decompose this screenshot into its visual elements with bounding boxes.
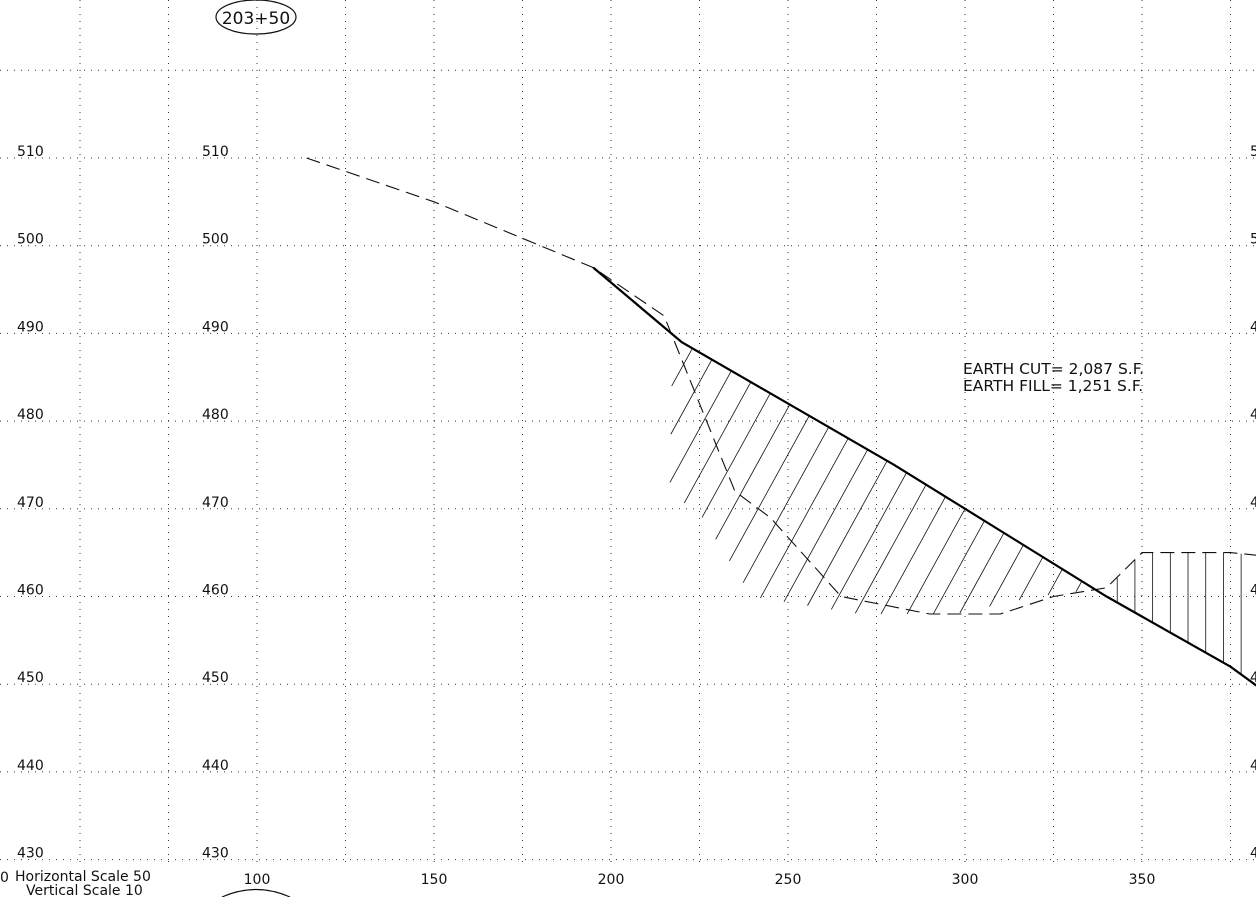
elevation-label-center: 430 [202,846,229,862]
cut-hatch-line [1075,580,1083,593]
cut-hatch-line [671,348,693,387]
offset-label: 100 [244,872,271,888]
elevation-label-center: 460 [202,583,229,599]
vertical-scale-label: Vertical Scale 10 [26,883,143,897]
elevation-label-right: 4 [1250,846,1256,862]
offset-label: 350 [1129,872,1156,888]
elevation-label-center: 440 [202,758,229,774]
elevation-label-center: 480 [202,407,229,423]
offset-label: 150 [421,872,448,888]
partial-oval [221,888,291,897]
elevation-label-right: 4 [1250,319,1256,335]
elevation-label-center: 470 [202,495,229,511]
offset-label: 200 [598,872,625,888]
station-label: 203+50 [222,9,290,29]
cut-hatch-line [760,438,849,599]
proposed-grade-line [592,266,1256,687]
cut-hatch-line [932,520,985,615]
cut-hatch-line [701,393,771,518]
cut-hatch-line [880,496,946,615]
elevation-label-center: 500 [202,232,229,248]
cut-hatch-line [729,415,810,562]
cut-hatch-line [854,484,927,614]
station-marker: 203+50 [215,0,297,35]
elevation-label-left: 430 [17,846,44,862]
cut-hatch-line [670,359,713,435]
elevation-label-left: 480 [17,407,44,423]
earth-fill-label: EARTH FILL= 1,251 S.F. [963,377,1143,395]
elevation-label-right: 5 [1250,232,1256,248]
cut-hatch-line [742,426,830,583]
station-oval [215,0,297,35]
cut-hatch-line [1018,556,1044,601]
cut-hatch-line [830,472,907,610]
profiles [306,157,1256,687]
elevation-label-left: 490 [17,319,44,335]
hatching [669,348,1242,675]
cut-hatch-line [715,404,791,540]
scale-note: 0 Horizontal Scale 50 Vertical Scale 10 [0,869,291,897]
elevation-label-right: 4 [1250,407,1256,423]
elevation-label-right: 4 [1250,670,1256,686]
cut-hatch-line [683,381,752,504]
elevation-label-right: 4 [1250,583,1256,599]
horizontal-scale-label: Horizontal Scale 50 [15,869,151,885]
elevation-label-right: 4 [1250,758,1256,774]
grid [0,0,1256,868]
elevation-label-left: 510 [17,144,44,160]
earth-cut-label: EARTH CUT= 2,087 S.F. [963,360,1144,378]
cut-hatch-line [906,508,966,615]
elevation-label-left: 440 [17,758,44,774]
elevation-label-left: 460 [17,583,44,599]
elevation-label-center: 450 [202,670,229,686]
scale-corner-digit: 0 [0,870,9,886]
earthwork-quantities: EARTH CUT= 2,087 S.F. EARTH FILL= 1,251 … [963,360,1144,395]
elevation-label-center: 510 [202,144,229,160]
labels: 510 510 5 500 500 5 490 490 4 480 480 4 470 470 4 460 46… [17,144,1256,888]
cut-hatch-line [807,460,888,606]
cut-hatch-line [669,370,732,483]
elevation-label-center: 490 [202,319,229,335]
cut-hatch-line [959,532,1005,614]
existing-ground-line [306,157,1256,615]
elevation-label-left: 470 [17,495,44,511]
cut-hatch-line [783,449,869,602]
elevation-label-left: 500 [17,232,44,248]
offset-label: 300 [952,872,979,888]
cut-hatch-line [989,544,1024,607]
elevation-label-right: 5 [1250,144,1256,160]
elevation-label-left: 450 [17,670,44,686]
elevation-label-right: 4 [1250,495,1256,511]
cut-hatch-line [1047,568,1063,596]
offset-label: 250 [775,872,802,888]
